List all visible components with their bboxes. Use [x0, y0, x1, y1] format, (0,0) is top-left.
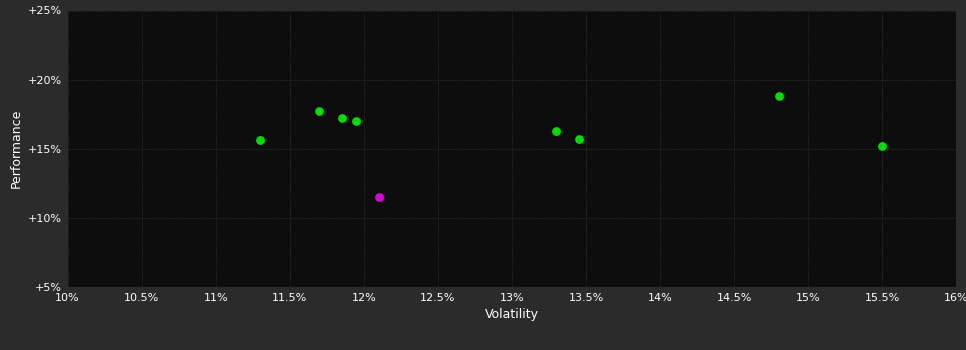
Point [252, 138, 268, 143]
Point [371, 194, 386, 200]
Point [549, 128, 564, 134]
Point [771, 93, 786, 99]
Y-axis label: Performance: Performance [10, 109, 22, 188]
X-axis label: Volatility: Volatility [485, 308, 539, 321]
Point [349, 118, 364, 124]
Point [874, 143, 890, 149]
Point [334, 116, 350, 121]
Point [312, 108, 327, 114]
Point [571, 136, 586, 142]
